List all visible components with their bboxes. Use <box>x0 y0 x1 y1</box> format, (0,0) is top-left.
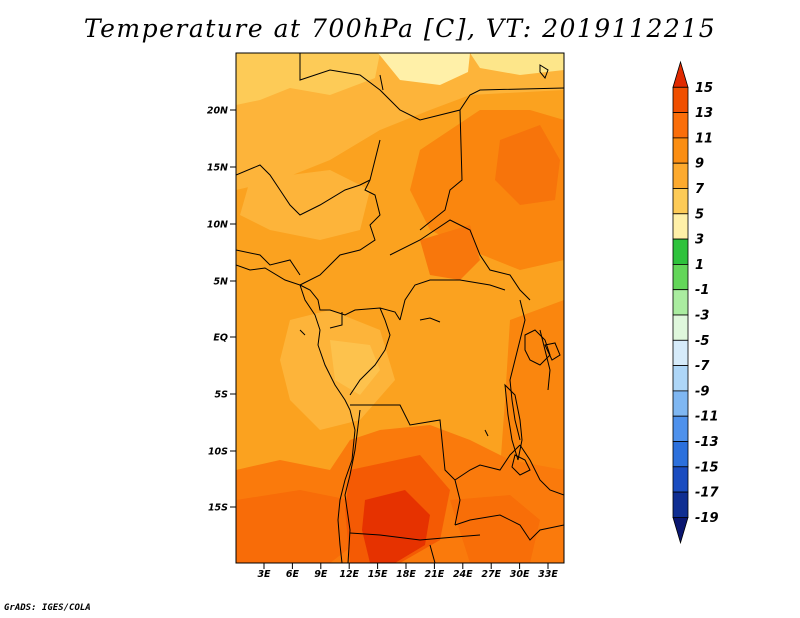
lon-tick-label: 24E <box>453 569 473 580</box>
lon-tick-label: 30E <box>510 569 530 580</box>
colorbar-label: -3 <box>695 309 709 324</box>
colorbar-label: 7 <box>695 182 705 197</box>
colorbar-segment <box>672 466 689 493</box>
colorbar-segment <box>672 137 689 164</box>
lon-tick-label: 33E <box>538 569 558 580</box>
lat-tick-label: EQ <box>213 333 228 344</box>
colorbar-label: -1 <box>695 283 709 298</box>
map-title: Temperature at 700hPa [C], VT: 201911221… <box>83 14 717 43</box>
grads-credit: GrADS: IGES/COLA <box>4 603 91 613</box>
lon-tick-label: 12E <box>339 569 359 580</box>
lat-tick-label: 15S <box>208 503 228 514</box>
colorbar-label: 9 <box>695 157 704 172</box>
colorbar-label: 11 <box>695 131 713 146</box>
lon-tick-label: 3E <box>257 569 271 580</box>
colorbar-segment <box>672 365 689 392</box>
colorbar-label: -15 <box>695 460 719 475</box>
colorbar-label: -11 <box>695 410 719 425</box>
lon-tick-label: 18E <box>396 569 416 580</box>
lon-tick-label: 9E <box>314 569 328 580</box>
colorbar-top-arrow <box>672 60 689 88</box>
colorbar-label: -13 <box>695 435 719 450</box>
longitude-axis: 3E 6E 9E 12E 15E 18E 21E 24E 27E 30E 33E <box>257 563 558 580</box>
colorbar-segment <box>672 112 689 139</box>
colorbar-segment <box>672 415 689 442</box>
colorbar-segment <box>672 213 689 240</box>
temperature-field <box>236 53 564 563</box>
colorbar-label: -7 <box>695 359 710 374</box>
colorbar-label: -9 <box>695 384 709 399</box>
colorbar-segment <box>672 491 689 518</box>
colorbar-segment <box>672 263 689 291</box>
colorbar-label: 1 <box>695 258 704 273</box>
colorbar-segment <box>672 86 689 114</box>
colorbar-segment <box>672 238 689 265</box>
colorbar-label: 15 <box>695 81 713 96</box>
colorbar-label: -19 <box>695 511 719 526</box>
lat-tick-label: 15N <box>207 163 228 174</box>
lon-tick-label: 15E <box>368 569 388 580</box>
map-frame <box>235 52 565 564</box>
colorbar-segment <box>672 339 689 366</box>
colorbar-segment <box>672 188 689 215</box>
lat-tick-label: 10N <box>207 220 228 231</box>
lon-tick-label: 21E <box>425 569 445 580</box>
colorbar-label: 13 <box>695 106 713 121</box>
colorbar: 15 13 11 9 7 5 3 1 -1 -3 -5 -7 -9 -11 -13 -15 -17 -19 <box>672 60 719 545</box>
lon-tick-label: 6E <box>286 569 300 580</box>
latitude-axis: 20N 15N 10N 5N EQ 5S 10S 15S <box>207 106 236 514</box>
lat-tick-label: 20N <box>207 106 228 117</box>
colorbar-label: -5 <box>695 334 709 349</box>
colorbar-segment <box>672 441 689 468</box>
colorbar-bottom-arrow <box>672 517 689 545</box>
colorbar-label: 5 <box>695 207 704 222</box>
colorbar-segment <box>672 162 689 189</box>
colorbar-label: 3 <box>695 233 704 248</box>
lat-tick-label: 5S <box>215 390 229 401</box>
country-borders <box>236 53 564 563</box>
lat-tick-label: 5N <box>213 277 228 288</box>
colorbar-segment <box>672 289 689 316</box>
colorbar-segment <box>672 314 689 341</box>
lon-tick-label: 27E <box>481 569 501 580</box>
lat-tick-label: 10S <box>208 447 228 458</box>
colorbar-label: -17 <box>695 486 719 501</box>
colorbar-segment <box>672 390 689 417</box>
